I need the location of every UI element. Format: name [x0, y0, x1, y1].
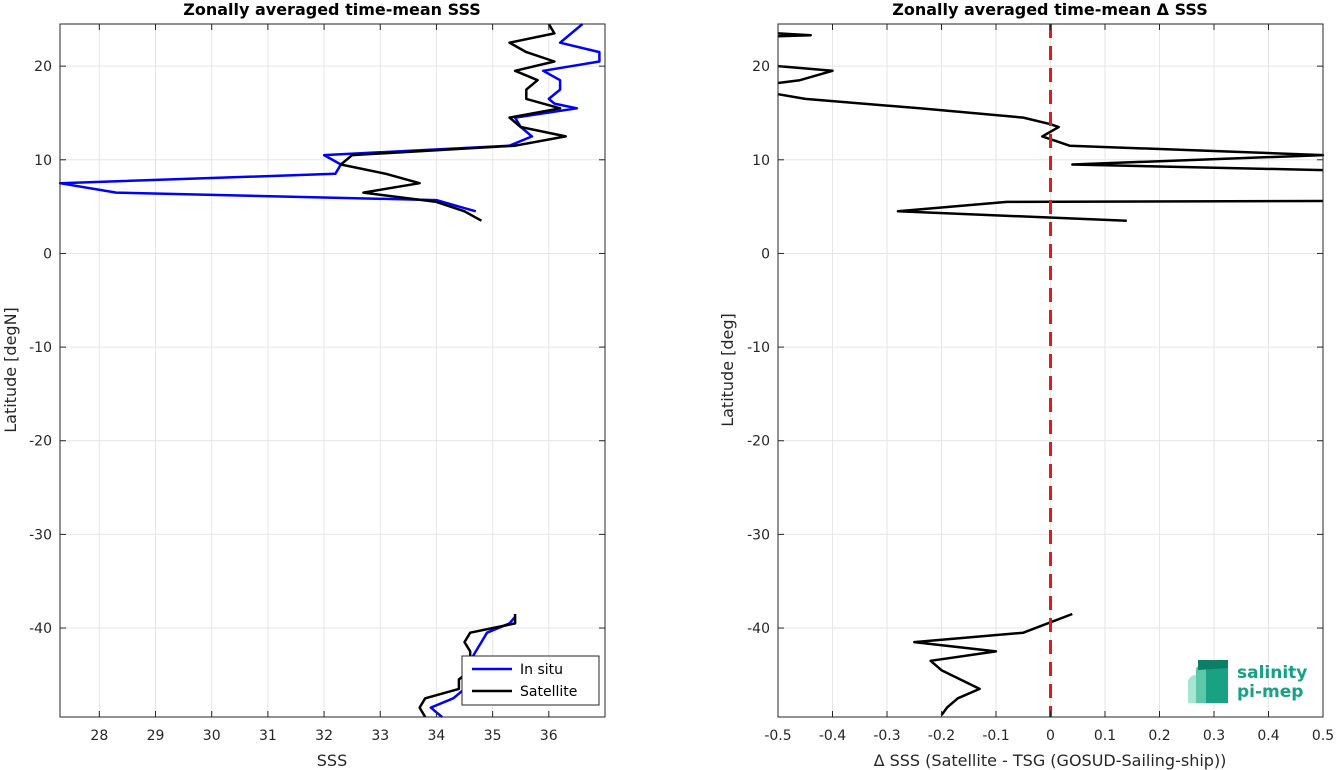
right-x-tick-label: -0.5 — [764, 728, 791, 744]
right-series-delta-line — [777, 92, 1325, 172]
logo-line1: salinity — [1237, 663, 1307, 683]
salinity-pimep-logo: salinity pi-mep — [1188, 660, 1307, 703]
left-panel: 28 29 30 31 32 33 34 35 36 -40 -30 -20 -10 0 10 20 Zona… — [1, 0, 606, 770]
right-series-delta-line — [913, 612, 1073, 716]
left-y-tick-label: -40 — [29, 621, 52, 637]
legend-box — [461, 655, 600, 706]
right-x-tick-label: -0.3 — [873, 728, 900, 744]
left-chart-title: Zonally averaged time-mean SSS — [183, 0, 481, 19]
right-data-lines — [777, 24, 1325, 717]
right-x-tick-label: -0.2 — [928, 728, 955, 744]
left-x-tick-label: 28 — [90, 728, 108, 744]
right-x-axis-label: Δ SSS (Satellite - TSG (GOSUD-Sailing-sh… — [874, 751, 1227, 770]
left-y-tick-label: -10 — [29, 340, 52, 356]
right-x-tick-label: 0.4 — [1257, 728, 1279, 744]
left-y-tick-label: -20 — [29, 434, 52, 450]
right-y-tick-label: -40 — [747, 621, 770, 637]
right-x-tick-label: 0.1 — [1094, 728, 1116, 744]
right-x-tick-label: 0.3 — [1203, 728, 1225, 744]
legend-label-satellite: Satellite — [520, 684, 577, 700]
right-y-tick-label: 0 — [761, 246, 770, 262]
left-series-satellite-line — [339, 23, 567, 222]
right-series-delta-line — [896, 199, 1324, 222]
left-y-tick-label: 20 — [34, 59, 52, 75]
right-y-tick-label: -20 — [747, 434, 770, 450]
left-axes-box — [59, 23, 606, 718]
left-x-axis-label: SSS — [317, 751, 347, 770]
right-y-tick-label: 20 — [752, 59, 770, 75]
left-x-tick-label: 30 — [203, 728, 221, 744]
left-y-tick-label: -30 — [29, 527, 52, 543]
right-x-tick-label: 0.2 — [1148, 728, 1170, 744]
right-series-delta-line — [777, 32, 812, 38]
right-x-tick-label: -0.1 — [982, 728, 1009, 744]
right-panel: -0.5 -0.4 -0.3 -0.2 -0.1 0 0.1 0.2 0.3 0.4 0.5 -40 -… — [718, 0, 1334, 770]
left-x-tick-label: 34 — [428, 728, 446, 744]
left-y-axis-label: Latitude [degN] — [1, 307, 20, 433]
right-chart-title: Zonally averaged time-mean Δ SSS — [892, 0, 1208, 19]
right-y-tick-label: -30 — [747, 527, 770, 543]
left-x-tick-label: 33 — [371, 728, 389, 744]
left-plot-area — [60, 24, 605, 717]
right-y-axis-label: Latitude [deg] — [718, 313, 737, 427]
right-x-tick-label: 0 — [1046, 728, 1055, 744]
left-x-tick-label: 31 — [259, 728, 277, 744]
right-ticks: -0.5 -0.4 -0.3 -0.2 -0.1 0 0.1 0.2 0.3 0.4 0.5 -40 -… — [747, 24, 1334, 744]
left-series-in-situ-line — [58, 23, 601, 213]
left-x-tick-label: 35 — [484, 728, 502, 744]
left-y-tick-label: 0 — [43, 246, 52, 262]
legend: In situ Satellite — [461, 655, 600, 706]
right-y-tick-label: 10 — [752, 153, 770, 169]
right-y-tick-label: -10 — [747, 340, 770, 356]
left-ticks: 28 29 30 31 32 33 34 35 36 -40 -30 -20 -10 0 10 20 — [29, 24, 605, 744]
left-y-tick-label: 10 — [34, 153, 52, 169]
right-x-tick-label: 0.5 — [1312, 728, 1334, 744]
left-x-tick-label: 32 — [315, 728, 333, 744]
legend-label-in-situ: In situ — [520, 662, 563, 678]
left-x-tick-label: 29 — [147, 728, 165, 744]
logo-line2: pi-mep — [1237, 682, 1303, 702]
left-x-tick-label: 36 — [540, 728, 558, 744]
logo-wave-icon — [1188, 660, 1228, 703]
right-series-delta-line — [777, 64, 834, 85]
right-x-tick-label: -0.4 — [819, 728, 846, 744]
